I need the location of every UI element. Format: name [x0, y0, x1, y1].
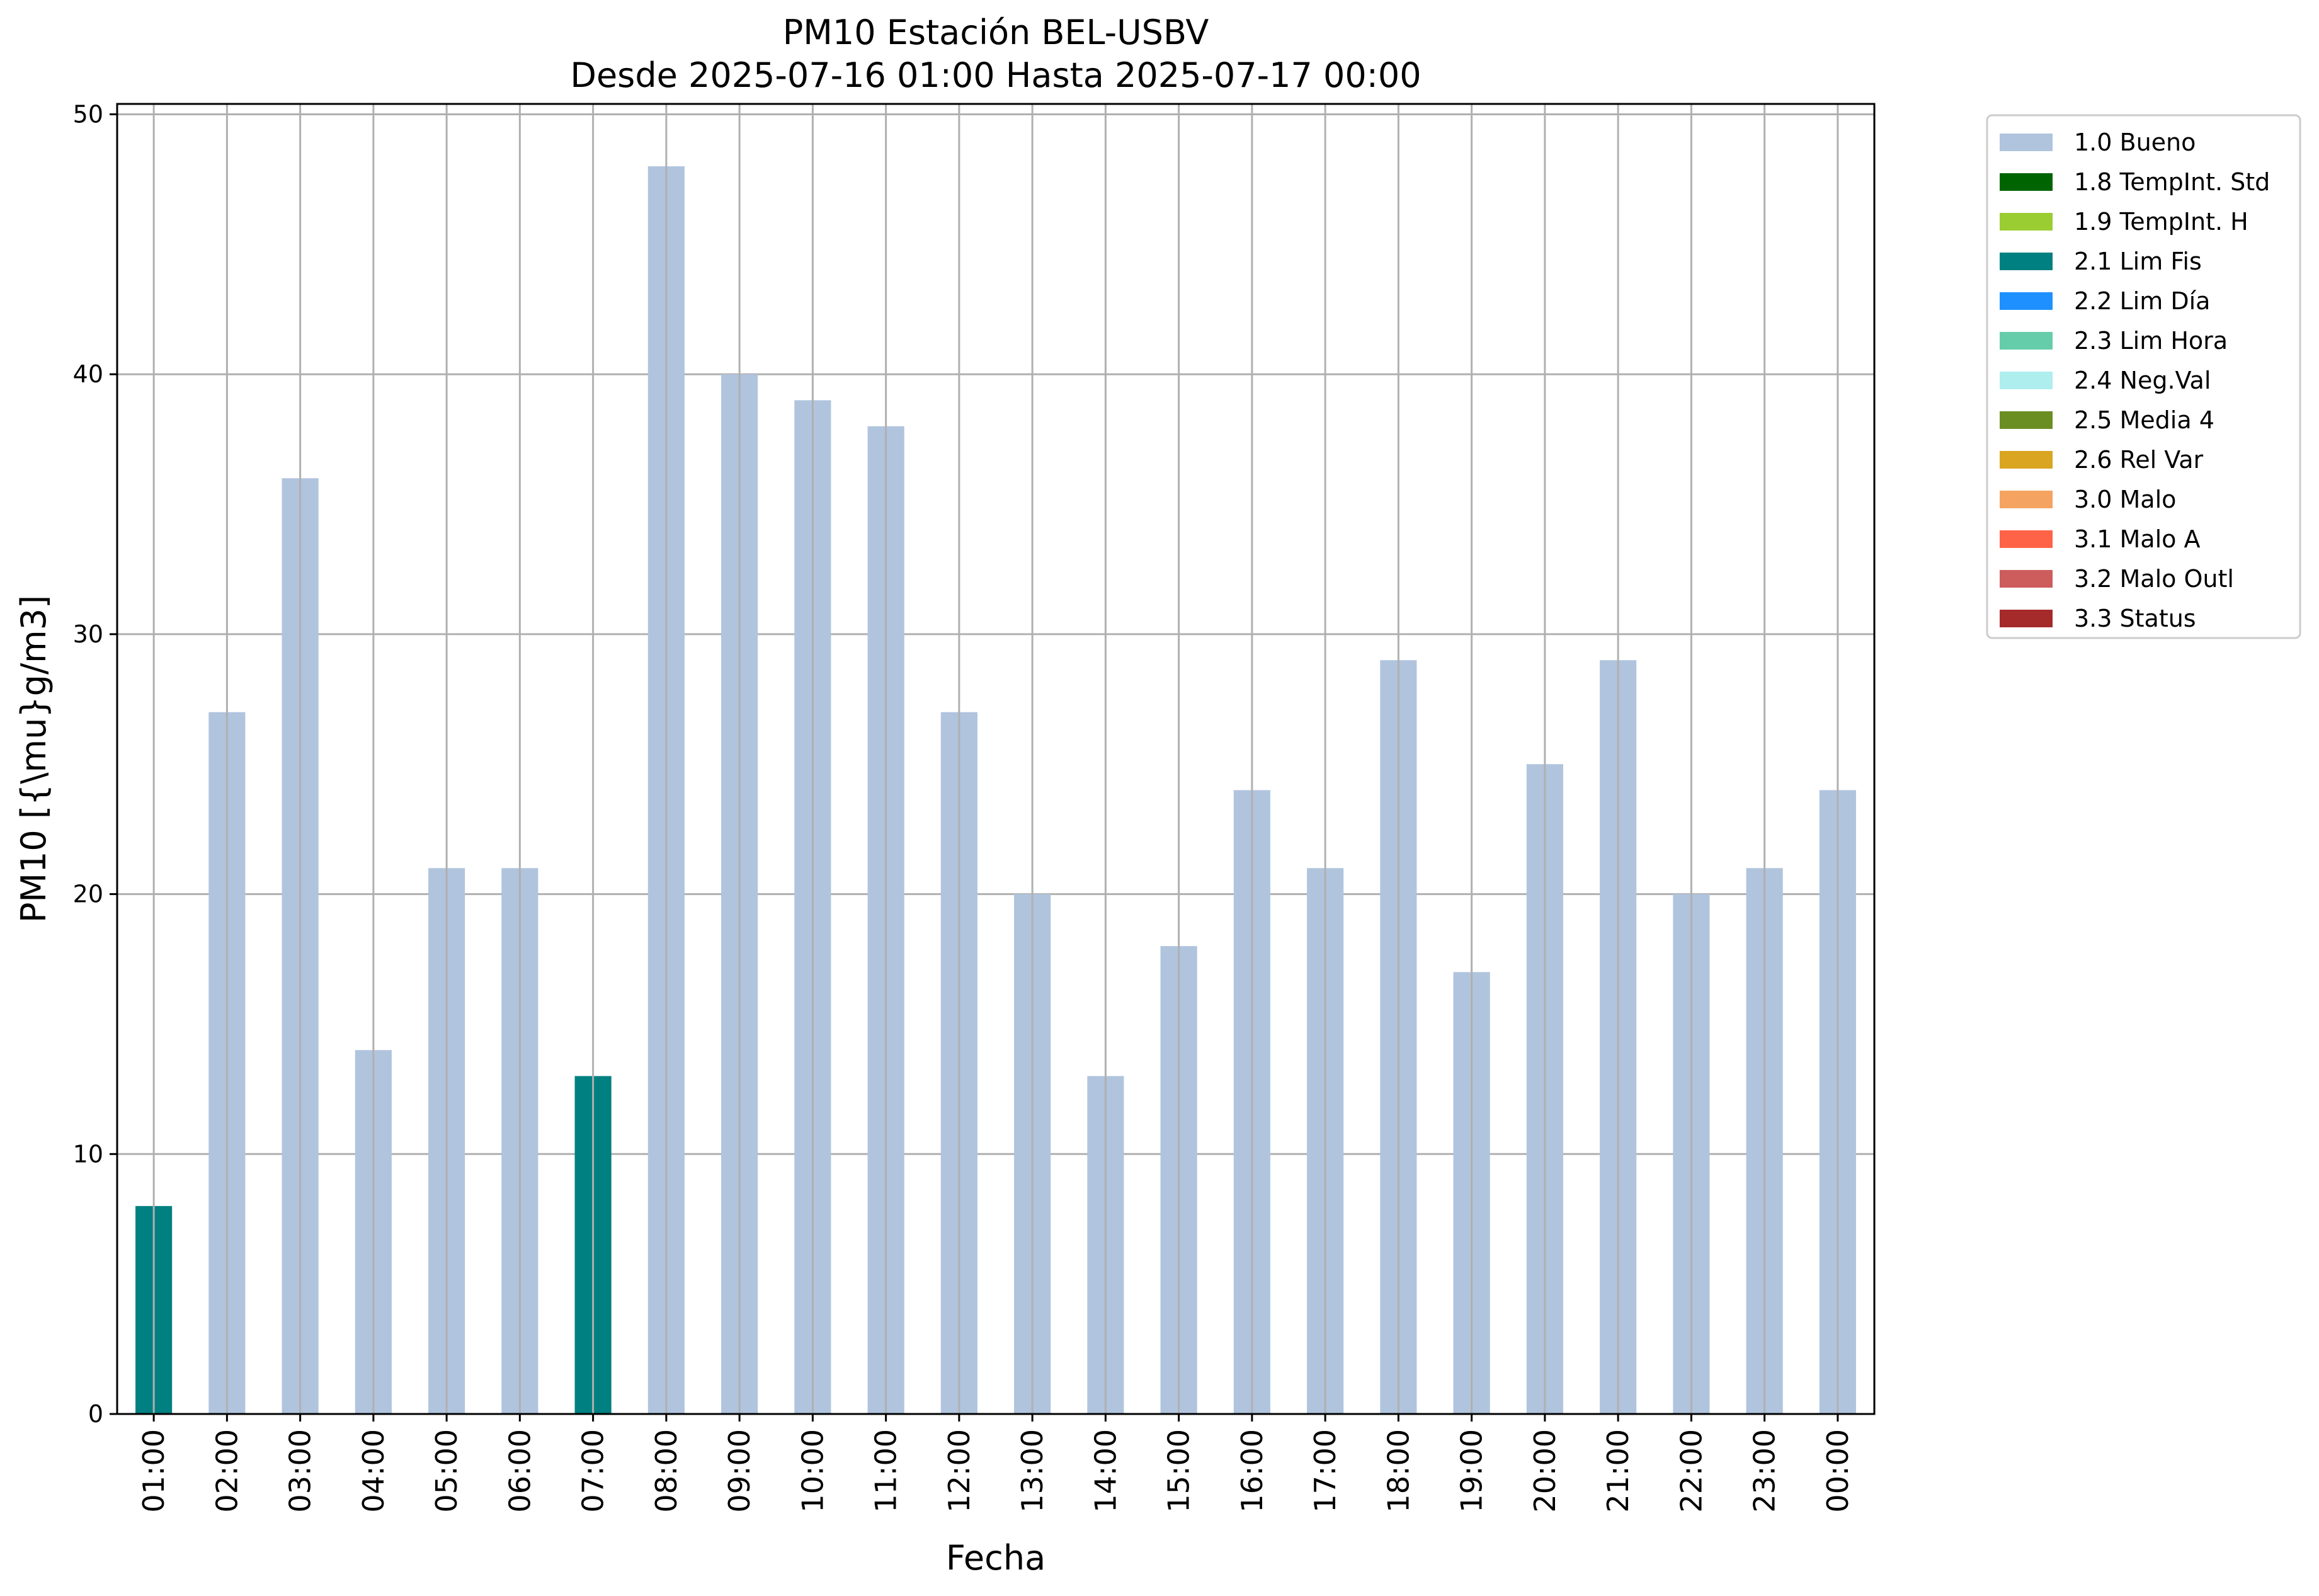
y-tick-label: 10 [73, 1140, 103, 1168]
legend-label: 3.1 Malo A [2074, 525, 2200, 553]
x-tick-label: 13:00 [1015, 1429, 1049, 1513]
legend-swatch [2000, 253, 2053, 270]
legend-item: 3.1 Malo A [2000, 525, 2200, 553]
legend-label: 2.1 Lim Fis [2074, 248, 2202, 275]
legend: 1.0 Bueno 1.8 TempInt. Std 1.9 TempInt. H 2… [1986, 114, 2301, 639]
chart-title: PM10 Estación BEL-USBV [783, 13, 1209, 52]
legend-swatch [2000, 134, 2053, 151]
x-tick-label: 03:00 [283, 1429, 317, 1513]
x-tick-label: 20:00 [1528, 1429, 1562, 1513]
legend-label: 3.0 Malo [2074, 486, 2176, 513]
y-tick-label: 40 [73, 360, 103, 388]
legend-item: 3.2 Malo Outl [2000, 565, 2234, 593]
legend-swatch [2000, 570, 2053, 588]
legend-swatch [2000, 213, 2053, 231]
vertical-grid-lines [152, 104, 1839, 1414]
x-tick-label: 07:00 [576, 1429, 610, 1513]
legend-label: 2.4 Neg.Val [2074, 367, 2211, 394]
legend-item: 2.6 Rel Var [2000, 446, 2204, 474]
y-tick-label: 50 [73, 101, 103, 128]
x-tick-label: 12:00 [942, 1429, 976, 1513]
legend-item: 2.3 Lim Hora [2000, 327, 2228, 355]
y-tick-label: 30 [73, 620, 103, 648]
legend-label: 3.2 Malo Outl [2074, 565, 2234, 593]
x-tick-label: 04:00 [356, 1429, 390, 1513]
x-tick-label: 02:00 [210, 1429, 244, 1513]
y-tick-label: 0 [88, 1400, 103, 1428]
legend-item: 1.9 TempInt. H [2000, 208, 2248, 236]
x-axis: 01:00 02:00 03:00 04:00 05:00 06:00 07:00 08:00… [137, 1414, 1855, 1513]
legend-swatch [2000, 332, 2053, 350]
legend-item: 2.1 Lim Fis [2000, 248, 2202, 275]
legend-label: 1.0 Bueno [2074, 128, 2196, 156]
legend-label: 2.2 Lim Día [2074, 287, 2210, 315]
legend-item: 2.4 Neg.Val [2000, 367, 2211, 394]
x-tick-label: 21:00 [1601, 1429, 1635, 1513]
plot-frame [116, 103, 1876, 1415]
legend-swatch [2000, 372, 2053, 389]
legend-item: 1.8 TempInt. Std [2000, 168, 2270, 196]
x-tick-label: 23:00 [1748, 1429, 1782, 1513]
x-tick-label: 19:00 [1455, 1429, 1489, 1513]
chart-subtitle: Desde 2025-07-16 01:00 Hasta 2025-07-17 … [570, 55, 1421, 95]
x-tick-label: 08:00 [649, 1429, 683, 1513]
legend-item: 3.3 Status [2000, 605, 2196, 632]
legend-item: 2.5 Media 4 [2000, 406, 2214, 434]
x-tick-label: 06:00 [503, 1429, 537, 1513]
x-tick-label: 15:00 [1162, 1429, 1196, 1513]
legend-label: 1.9 TempInt. H [2074, 208, 2248, 236]
legend-label: 3.3 Status [2074, 605, 2196, 632]
x-axis-label: Fecha [946, 1538, 1046, 1578]
x-tick-label: 11:00 [869, 1429, 903, 1513]
legend-swatch [2000, 530, 2053, 548]
legend-label: 2.6 Rel Var [2074, 446, 2204, 474]
legend-item: 3.0 Malo [2000, 486, 2176, 513]
x-tick-label: 18:00 [1381, 1429, 1415, 1513]
legend-swatch [2000, 610, 2053, 627]
legend-swatch [2000, 491, 2053, 508]
y-axis: 0 10 20 30 40 50 [73, 101, 117, 1428]
x-tick-label: 10:00 [795, 1429, 829, 1513]
legend-swatch [2000, 173, 2053, 191]
legend-swatch [2000, 451, 2053, 469]
legend-item: 2.2 Lim Día [2000, 287, 2210, 315]
x-tick-label: 17:00 [1308, 1429, 1342, 1513]
legend-swatch [2000, 411, 2053, 429]
legend-label: 2.5 Media 4 [2074, 406, 2214, 434]
x-tick-label: 09:00 [722, 1429, 756, 1513]
x-tick-label: 00:00 [1821, 1429, 1855, 1513]
x-tick-label: 05:00 [430, 1429, 464, 1513]
legend-box [1986, 114, 2301, 639]
x-tick-label: 16:00 [1235, 1429, 1269, 1513]
legend-item: 1.0 Bueno [2000, 128, 2196, 156]
legend-label: 1.8 TempInt. Std [2074, 168, 2270, 196]
x-tick-label: 22:00 [1674, 1429, 1708, 1513]
legend-label: 2.3 Lim Hora [2074, 327, 2228, 355]
x-tick-label: 01:00 [137, 1429, 171, 1513]
x-tick-label: 14:00 [1088, 1429, 1122, 1513]
y-tick-label: 20 [73, 881, 103, 908]
y-axis-label: PM10 [{\mu}g/m3] [14, 595, 54, 923]
legend-items: 1.0 Bueno 1.8 TempInt. Std 1.9 TempInt. H 2… [2000, 128, 2270, 632]
legend-swatch [2000, 292, 2053, 310]
